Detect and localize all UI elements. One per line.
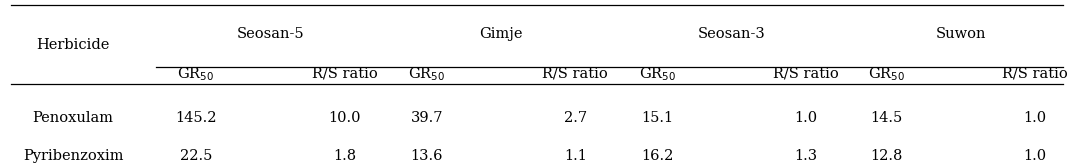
Text: R/S ratio: R/S ratio [1002, 67, 1068, 81]
Text: 39.7: 39.7 [410, 111, 442, 125]
Text: 1.3: 1.3 [795, 149, 817, 163]
Text: Penoxulam: Penoxulam [32, 111, 114, 125]
Text: 14.5: 14.5 [870, 111, 902, 125]
Text: GR$_{50}$: GR$_{50}$ [408, 65, 446, 83]
Text: 10.0: 10.0 [329, 111, 361, 125]
Text: 1.8: 1.8 [333, 149, 355, 163]
Text: 1.0: 1.0 [1024, 149, 1046, 163]
Text: R/S ratio: R/S ratio [773, 67, 839, 81]
Text: 22.5: 22.5 [179, 149, 212, 163]
Text: 1.0: 1.0 [795, 111, 817, 125]
Text: 145.2: 145.2 [175, 111, 217, 125]
Text: GR$_{50}$: GR$_{50}$ [177, 65, 215, 83]
Text: 1.1: 1.1 [564, 149, 586, 163]
Text: 13.6: 13.6 [410, 149, 442, 163]
Text: Gimje: Gimje [479, 27, 523, 41]
Text: Herbicide: Herbicide [37, 37, 110, 52]
Text: Seosan-5: Seosan-5 [236, 27, 304, 41]
Text: 15.1: 15.1 [641, 111, 673, 125]
Text: 16.2: 16.2 [641, 149, 673, 163]
Text: Pyribenzoxim: Pyribenzoxim [23, 149, 124, 163]
Text: Suwon: Suwon [935, 27, 986, 41]
Text: 1.0: 1.0 [1024, 111, 1046, 125]
Text: Seosan-3: Seosan-3 [698, 27, 766, 41]
Text: R/S ratio: R/S ratio [542, 67, 608, 81]
Text: GR$_{50}$: GR$_{50}$ [639, 65, 677, 83]
Text: 2.7: 2.7 [564, 111, 586, 125]
Text: 12.8: 12.8 [870, 149, 902, 163]
Text: GR$_{50}$: GR$_{50}$ [868, 65, 905, 83]
Text: R/S ratio: R/S ratio [311, 67, 377, 81]
